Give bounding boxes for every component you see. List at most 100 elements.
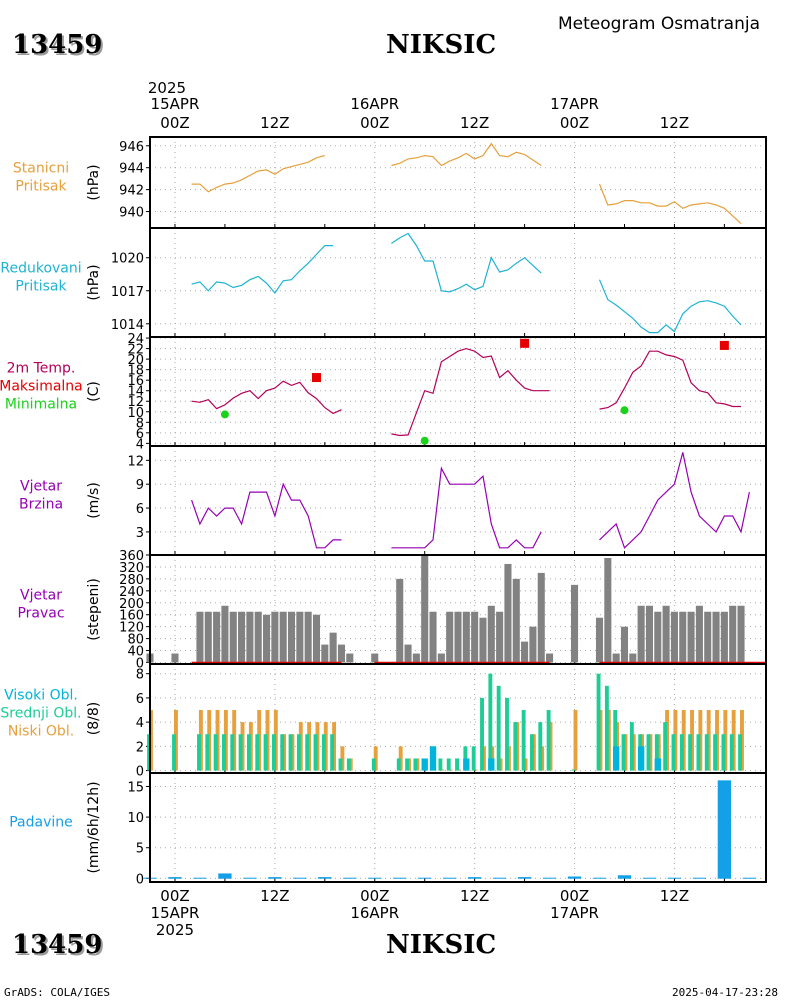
precip-bar (617, 875, 632, 879)
cloud-bar (213, 734, 218, 771)
y-tick-label: 6 (136, 427, 144, 442)
y-tick-label: 8 (136, 668, 144, 683)
cloud-bar (280, 734, 285, 771)
wind-dir-bar (321, 644, 329, 663)
y-tick-label: 200 (119, 597, 144, 612)
y-tick-label: 80 (127, 633, 144, 648)
panel-label: Minimalna (5, 397, 77, 413)
wind-dir-bar (437, 653, 445, 663)
cloud-bar (271, 734, 276, 771)
panel-label: Padavine (9, 815, 73, 831)
credit-footer: GrADS: COLA/IGES (4, 986, 110, 999)
cloud-bar (330, 734, 335, 771)
cloud-bar (238, 734, 243, 771)
cloud-bar (671, 734, 676, 771)
panel-frame (149, 227, 767, 338)
y-tick-label: 360 (119, 549, 144, 564)
wind-dir-bar (496, 611, 504, 663)
series-line (391, 232, 542, 293)
y-tick-label: 3 (136, 526, 144, 541)
cloud-bar (530, 734, 534, 771)
y-tick-label: 320 (119, 561, 144, 576)
y-tick-label: 5 (136, 842, 144, 857)
cloud-bar (246, 734, 251, 771)
cloud-bar (696, 734, 701, 771)
wind-dir-bar (446, 611, 454, 663)
wind-dir-bar (720, 611, 728, 663)
hour-label-bottom: 00Z (360, 887, 389, 905)
wind-dir-bar (637, 605, 645, 663)
cloud-bar (521, 710, 526, 771)
panel-label: Niski Obl. (8, 724, 74, 740)
panel-label: Srednji Obl. (0, 706, 81, 722)
y-tick-label: 1017 (111, 285, 144, 300)
wind-dir-bar (737, 605, 745, 663)
precip-bar (318, 877, 332, 879)
cloud-bar (729, 734, 734, 771)
panel-frame (149, 772, 767, 883)
day-label-top: 15APR (151, 95, 200, 113)
cloud-bar (438, 758, 443, 771)
precip-trace (542, 877, 557, 879)
panel-label: 2m Temp. (7, 361, 76, 377)
cloud-bar (222, 734, 226, 771)
wind-dir-bar (404, 644, 412, 663)
cloud-bar (488, 673, 493, 771)
cloud-bar (446, 758, 451, 771)
product-title: Meteogram Osmatranja (558, 14, 761, 34)
y-tick-label: 12 (127, 454, 144, 469)
y-tick-label: 944 (119, 162, 144, 177)
cloud-bar (405, 758, 410, 771)
wind-dir-bar (729, 605, 737, 663)
cloud-bar (604, 685, 609, 771)
wind-dir-bar (612, 653, 620, 663)
cloud-bar (488, 758, 495, 771)
cloud-bar (721, 734, 726, 771)
y-tick-label: 0 (136, 765, 144, 780)
precip-bar (168, 877, 182, 879)
y-tick-label: 120 (119, 621, 144, 636)
cloud-bar (338, 758, 343, 771)
series-line (391, 466, 542, 549)
cloud-bar (513, 722, 518, 771)
panel-label: Vjetar (20, 479, 62, 495)
cloud-bar (429, 746, 437, 771)
precip-trace (243, 877, 257, 879)
cloud-bar (230, 734, 235, 771)
precip-trace (293, 877, 307, 879)
y-axis-title: (8/8) (86, 702, 102, 735)
panel-label: Maksimalna (0, 379, 83, 395)
cloud-bar (663, 722, 668, 771)
y-tick-label: 4 (136, 716, 144, 731)
series-line (598, 279, 742, 334)
y-tick-label: 16 (127, 374, 144, 389)
precip-trace (393, 877, 407, 879)
y-tick-label: 4 (136, 437, 144, 452)
wind-dir-bar (412, 653, 420, 663)
panel-label: Stanicni (13, 161, 69, 177)
y-tick-label: 0 (136, 657, 144, 672)
precip-bar (268, 877, 282, 879)
wind-dir-bar (537, 572, 545, 663)
wind-dir-bar (346, 653, 354, 663)
wind-dir-bar (246, 611, 254, 663)
wind-dir-bar (429, 611, 437, 663)
precip-trace (592, 877, 607, 879)
day-label-bottom: 15APR (151, 904, 200, 922)
y-tick-label: 6 (136, 692, 144, 707)
cloud-bar (205, 734, 210, 771)
station-id-footer: 13459 (12, 930, 103, 960)
y-tick-label: 940 (119, 206, 144, 221)
hour-label-top: 12Z (260, 114, 289, 132)
wind-dir-bar (679, 611, 687, 663)
hour-label-top: 00Z (360, 114, 389, 132)
series-line (599, 350, 741, 410)
wind-dir-bar (254, 611, 262, 663)
wind-dir-bar (196, 611, 204, 663)
precip-trace (193, 877, 207, 879)
panel-label: Vjetar (20, 588, 62, 604)
precip-bar (218, 873, 232, 879)
cloud-bar (612, 746, 620, 771)
tmin-marker (220, 410, 229, 419)
